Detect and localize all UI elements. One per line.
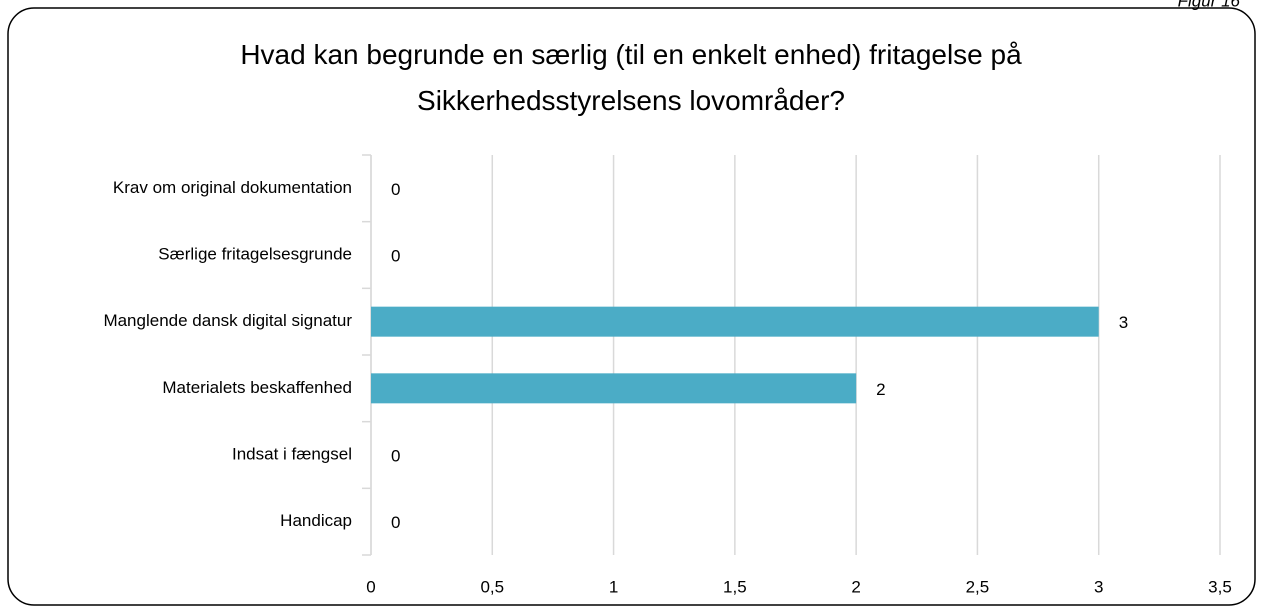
data-label: 0 <box>391 446 400 465</box>
y-tick-label: Indsat i fængsel <box>232 444 352 463</box>
bar <box>371 373 857 404</box>
x-tick-label: 3,5 <box>1208 577 1232 596</box>
x-tick-label: 0 <box>366 577 375 596</box>
data-label: 0 <box>391 513 400 532</box>
y-tick-label: Krav om original dokumentation <box>113 178 352 197</box>
chart-border <box>7 7 1256 606</box>
y-tick-label: Særlige fritagelsesgrunde <box>158 244 352 263</box>
y-tick-label: Materialets beskaffenhed <box>162 378 352 397</box>
figure-label: Figur 16 <box>1178 0 1241 10</box>
x-tick-label: 1 <box>609 577 618 596</box>
y-tick-label: Handicap <box>280 511 352 530</box>
data-label: 0 <box>391 180 400 199</box>
x-tick-label: 1,5 <box>723 577 747 596</box>
bar <box>371 306 1099 337</box>
data-label: 3 <box>1119 313 1128 332</box>
y-tick-label: Manglende dansk digital signatur <box>103 311 352 330</box>
chart-title: Hvad kan begrunde en særlig (til en enke… <box>240 39 1022 116</box>
x-tick-label: 0,5 <box>480 577 504 596</box>
data-label: 0 <box>391 246 400 265</box>
x-tick-label: 2,5 <box>966 577 990 596</box>
x-tick-label: 3 <box>1094 577 1103 596</box>
data-label: 2 <box>876 380 885 399</box>
x-tick-label: 2 <box>851 577 860 596</box>
